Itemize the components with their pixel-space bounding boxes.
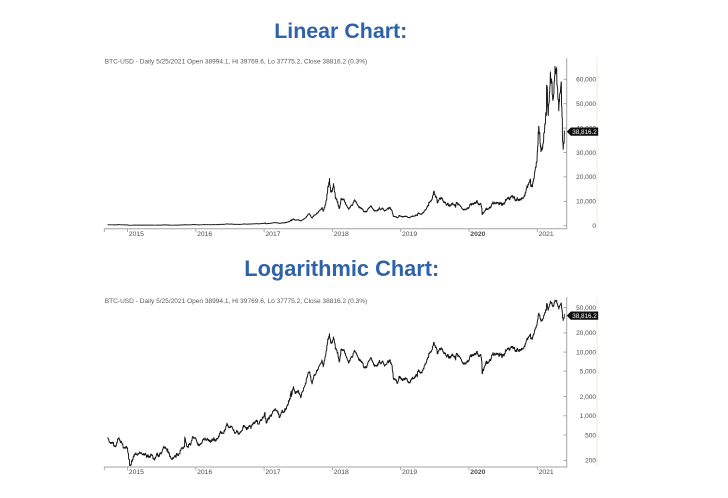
svg-text:2019: 2019 xyxy=(402,469,417,476)
svg-text:38,816.2: 38,816.2 xyxy=(572,313,597,320)
svg-text:2016: 2016 xyxy=(197,469,212,476)
svg-text:2018: 2018 xyxy=(334,231,349,238)
svg-text:50,000: 50,000 xyxy=(576,305,596,312)
svg-text:20,000: 20,000 xyxy=(576,174,596,181)
svg-text:BTC-USD - Daily 5/25/2021 Open: BTC-USD - Daily 5/25/2021 Open 38994.1, … xyxy=(105,298,367,305)
svg-text:2015: 2015 xyxy=(129,469,144,476)
svg-text:2018: 2018 xyxy=(334,469,349,476)
svg-text:10,000: 10,000 xyxy=(576,349,596,356)
svg-text:50,000: 50,000 xyxy=(576,101,596,108)
svg-text:30,000: 30,000 xyxy=(576,150,596,157)
svg-text:20,000: 20,000 xyxy=(576,330,596,337)
svg-text:5,000: 5,000 xyxy=(580,369,597,376)
svg-text:2016: 2016 xyxy=(197,231,212,238)
svg-text:1,000: 1,000 xyxy=(580,413,597,420)
svg-text:60,000: 60,000 xyxy=(576,77,596,84)
svg-text:BTC-USD - Daily 5/25/2021 Open: BTC-USD - Daily 5/25/2021 Open 38994.1, … xyxy=(105,59,367,66)
svg-text:2,000: 2,000 xyxy=(580,394,597,401)
svg-text:2017: 2017 xyxy=(265,231,280,238)
svg-text:2017: 2017 xyxy=(265,469,280,476)
svg-text:500: 500 xyxy=(585,432,596,439)
svg-text:2015: 2015 xyxy=(129,231,144,238)
svg-text:2021: 2021 xyxy=(539,231,554,238)
svg-text:2020: 2020 xyxy=(470,469,485,476)
svg-text:200: 200 xyxy=(585,458,596,465)
svg-text:2019: 2019 xyxy=(402,231,417,238)
svg-text:10,000: 10,000 xyxy=(576,199,596,206)
svg-text:2021: 2021 xyxy=(539,469,554,476)
svg-text:0: 0 xyxy=(592,223,596,230)
svg-text:38,816.2: 38,816.2 xyxy=(572,129,597,136)
svg-text:2020: 2020 xyxy=(470,231,485,238)
